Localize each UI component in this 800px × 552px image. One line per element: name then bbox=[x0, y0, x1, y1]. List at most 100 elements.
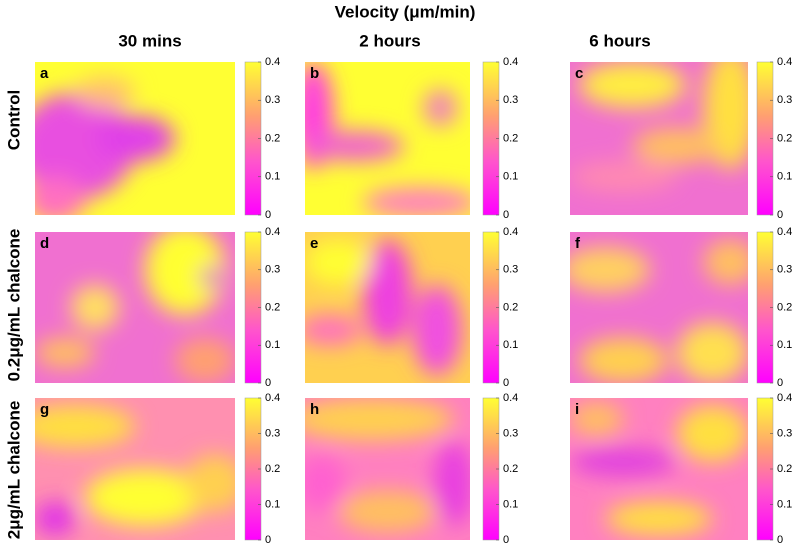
colorbar-tick-label: 0.2 bbox=[777, 463, 792, 475]
colorbar-tick-label: 0.4 bbox=[503, 56, 518, 68]
heatmap-blob bbox=[85, 469, 205, 526]
heatmap-blob bbox=[570, 402, 624, 437]
heatmap-texture bbox=[570, 62, 748, 193]
heatmap-blob bbox=[35, 501, 75, 536]
colorbar-tick-label: 0.3 bbox=[777, 427, 792, 439]
colorbar-tick-label: 0.2 bbox=[777, 301, 792, 313]
heatmap bbox=[305, 62, 470, 215]
heatmap bbox=[570, 232, 748, 383]
panel-letter: d bbox=[40, 235, 49, 252]
heatmap-blob bbox=[578, 337, 668, 383]
heatmap-blob bbox=[35, 92, 135, 200]
heatmap bbox=[35, 62, 235, 215]
colorbar-tick-label: 0.3 bbox=[503, 427, 518, 439]
colorbar-tick-label: 0.3 bbox=[265, 427, 280, 439]
heatmap-texture bbox=[570, 402, 748, 536]
colorbar-tick-label: 0 bbox=[777, 534, 783, 546]
heatmap-texture bbox=[305, 239, 462, 376]
colorbar-tick-label: 0.1 bbox=[777, 498, 792, 510]
colorbar-tick-label: 0.1 bbox=[503, 339, 518, 351]
colorbar-tick-label: 0.1 bbox=[265, 498, 280, 510]
colorbar-tick-label: 0 bbox=[503, 534, 509, 546]
heatmap-blob bbox=[605, 501, 713, 536]
heatmap-blob bbox=[703, 239, 748, 285]
colorbar-tick-label: 0.4 bbox=[503, 226, 518, 238]
heatmap-blob bbox=[305, 398, 454, 441]
colorbar-tick-label: 0.2 bbox=[265, 301, 280, 313]
heatmap bbox=[35, 398, 235, 540]
colorbar-tick-label: 0.4 bbox=[777, 392, 792, 404]
panel-letter: g bbox=[40, 401, 49, 418]
colorbar-tick-label: 0.2 bbox=[777, 132, 792, 144]
panel-letter: e bbox=[310, 235, 318, 252]
colorbar-tick-label: 0.1 bbox=[777, 171, 792, 183]
colorbar-tick-label: 0.3 bbox=[777, 264, 792, 276]
heatmap-blob bbox=[338, 490, 437, 533]
heatmap-texture bbox=[35, 77, 175, 215]
heatmap-blob bbox=[305, 315, 363, 346]
heatmap-blob bbox=[305, 454, 347, 512]
heatmap-texture bbox=[305, 62, 470, 215]
panel-letter: a bbox=[40, 65, 49, 82]
heatmap-blob bbox=[570, 447, 677, 477]
heatmap-blob bbox=[362, 187, 470, 215]
panel-letter: b bbox=[310, 65, 319, 82]
heatmap-blob bbox=[145, 232, 225, 316]
colorbar-tick-label: 0.2 bbox=[265, 132, 280, 144]
heatmap-blob bbox=[578, 62, 686, 108]
colorbar-tick-label: 0.3 bbox=[265, 264, 280, 276]
heatmap-blob bbox=[676, 405, 748, 462]
heatmap-blob bbox=[676, 322, 748, 383]
heatmap-blob bbox=[305, 130, 404, 162]
heatmap-blob bbox=[35, 405, 135, 448]
column-header: 6 hours bbox=[589, 31, 650, 50]
colorbar-tick-label: 0.3 bbox=[777, 94, 792, 106]
colorbar-tick-label: 0.4 bbox=[265, 226, 280, 238]
heatmap bbox=[570, 62, 748, 215]
colorbar-tick-label: 0.3 bbox=[503, 264, 518, 276]
heatmap-texture bbox=[35, 232, 235, 383]
colorbar-tick-label: 0.2 bbox=[265, 463, 280, 475]
heatmap-blob bbox=[95, 115, 175, 162]
colorbar-tick-label: 0 bbox=[265, 377, 271, 389]
heatmap-blob bbox=[185, 454, 235, 512]
heatmap-blob bbox=[570, 161, 677, 193]
colorbar-tick-label: 0.1 bbox=[777, 339, 792, 351]
heatmap bbox=[570, 398, 748, 540]
panel-letter: f bbox=[575, 235, 581, 252]
heatmap-blob bbox=[362, 239, 413, 346]
colorbar-tick-label: 0 bbox=[265, 209, 271, 221]
colorbar-tick-label: 0.4 bbox=[265, 56, 280, 68]
heatmap-blob bbox=[75, 77, 135, 108]
colorbar-tick-label: 0.3 bbox=[503, 94, 518, 106]
colorbar-tick-label: 0.1 bbox=[503, 171, 518, 183]
heatmap-blob bbox=[35, 176, 85, 215]
colorbar-tick-label: 0 bbox=[777, 209, 783, 221]
heatmap-blob bbox=[305, 239, 371, 285]
row-label: 2μg/mL chalcone bbox=[4, 401, 23, 540]
panel-letter: i bbox=[575, 401, 579, 418]
colorbar-tick-label: 0 bbox=[503, 209, 509, 221]
column-header: 2 hours bbox=[359, 31, 420, 50]
column-header: 30 mins bbox=[118, 31, 181, 50]
colorbar-tick-label: 0 bbox=[777, 377, 783, 389]
row-label: Control bbox=[4, 90, 23, 150]
heatmap-blob bbox=[35, 337, 95, 368]
colorbar-tick-label: 0.2 bbox=[503, 132, 518, 144]
heatmap-blob bbox=[412, 284, 462, 376]
heatmap-blob bbox=[423, 89, 457, 127]
colorbar-tick-label: 0.4 bbox=[777, 226, 792, 238]
heatmap-blob bbox=[201, 266, 221, 288]
colorbar-tick-label: 0.4 bbox=[503, 392, 518, 404]
colorbar-tick-label: 0 bbox=[503, 377, 509, 389]
heatmap-texture bbox=[35, 405, 235, 536]
panel-letter: h bbox=[310, 401, 319, 418]
heatmap-texture bbox=[305, 398, 470, 533]
figure-title: Velocity (μm/min) bbox=[335, 2, 476, 21]
heatmap-texture bbox=[570, 239, 748, 383]
colorbar-tick-label: 0.1 bbox=[503, 498, 518, 510]
heatmap-blob bbox=[433, 440, 470, 526]
colorbar-tick-label: 0.1 bbox=[265, 171, 280, 183]
heatmap bbox=[305, 398, 470, 540]
